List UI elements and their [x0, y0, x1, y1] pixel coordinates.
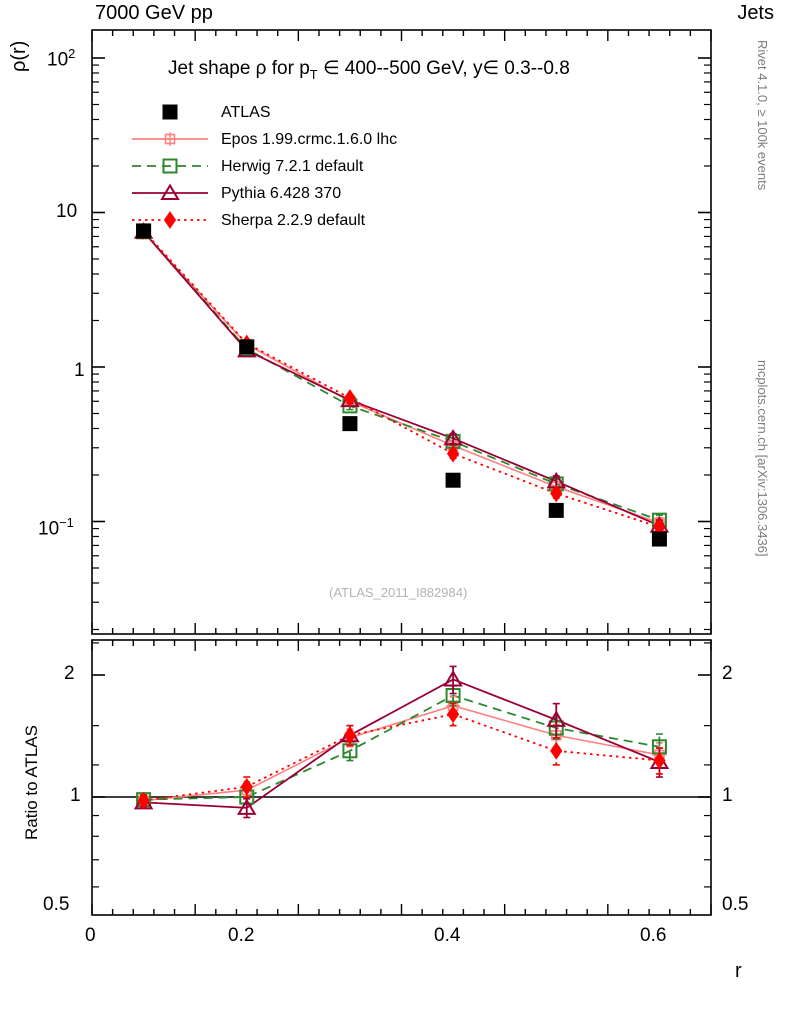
main-curve: [142, 231, 660, 527]
legend-key-sherpa: [163, 211, 177, 229]
ratio-curve: [143, 694, 660, 801]
ratio-data-marker: [240, 777, 253, 796]
main-curve: [142, 230, 660, 528]
main-data-marker: [443, 428, 463, 446]
legend-key-pythia: [160, 183, 180, 200]
ratio-data-marker: [653, 751, 666, 770]
legend-label-sherpa: Sherpa 2.2.9 default: [221, 212, 366, 229]
main-atlas-marker: [445, 472, 461, 488]
ratio-data-marker: [443, 669, 463, 687]
main-data-marker: [446, 444, 460, 463]
xtick-04: 0.4: [434, 925, 461, 946]
main-atlas-marker: [342, 416, 358, 432]
ratio-panel-frame: [91, 639, 712, 916]
main-atlas-marker: [239, 339, 255, 355]
ratio-ytick-1-right: 1: [722, 785, 733, 806]
main-curve: [142, 231, 660, 524]
legend-key-atlas: [162, 104, 178, 120]
header-analysis-label: Jets: [737, 2, 774, 24]
ratio-data-marker: [550, 741, 563, 760]
ratio-curve: [143, 704, 660, 802]
ratio-ytick-05-right: 0.5: [722, 894, 749, 915]
main-plot-title-sub: T: [309, 66, 318, 82]
main-ytick-1e-1: 10−1: [38, 515, 74, 540]
ratio-ytick-1-left: 1: [70, 785, 81, 806]
legend-key-herwig: [162, 158, 178, 174]
legend-label-herwig: Herwig 7.2.1 default: [221, 158, 364, 175]
main-plot-title-pre: Jet shape ρ for p: [168, 58, 310, 79]
ratio-ytick-05-left: 0.5: [43, 894, 70, 915]
ratio-data-marker: [343, 726, 357, 745]
ratio-data-marker: [546, 710, 567, 727]
main-data-marker: [550, 484, 563, 503]
main-panel-frame: [91, 29, 712, 635]
main-plot-title: Jet shape ρ for pT ∈ 400--500 GeV, y∈ 0.…: [168, 57, 570, 82]
ratio-data-marker: [137, 791, 150, 810]
legend-label-pythia: Pythia 6.428 370: [221, 185, 342, 202]
main-atlas-marker: [136, 223, 152, 239]
analysis-id-watermark: (ATLAS_2011_I882984): [329, 585, 468, 600]
ratio-data-marker: [446, 705, 460, 724]
main-atlas-marker: [548, 502, 564, 518]
ratio-ytick-2-right: 2: [722, 663, 733, 684]
legend-label-atlas: ATLAS: [221, 104, 271, 121]
xtick-06: 0.6: [640, 925, 667, 946]
main-curve: [142, 231, 660, 522]
header-beam-label: 7000 GeV pp: [95, 2, 213, 24]
legend-label-epos: Epos 1.99.crmc.1.6.0 lhc: [221, 131, 398, 148]
main-atlas-marker: [651, 531, 667, 547]
ratio-curve: [143, 678, 660, 809]
main-ytick-1e2: 102: [47, 46, 76, 71]
xaxis-label: r: [735, 960, 742, 982]
xtick-0: 0: [85, 925, 96, 946]
main-plot-title-post: ∈ 400--500 GeV, y∈ 0.3--0.8: [317, 58, 570, 79]
main-ytick-10: 10: [56, 201, 78, 222]
ratio-ytick-2-left: 2: [64, 663, 75, 684]
main-data-marker: [343, 389, 357, 407]
xtick-02: 0.2: [228, 925, 255, 946]
main-ytick-1: 1: [74, 360, 85, 381]
ratio-data-marker: [236, 798, 257, 815]
ratio-curve: [143, 713, 660, 802]
